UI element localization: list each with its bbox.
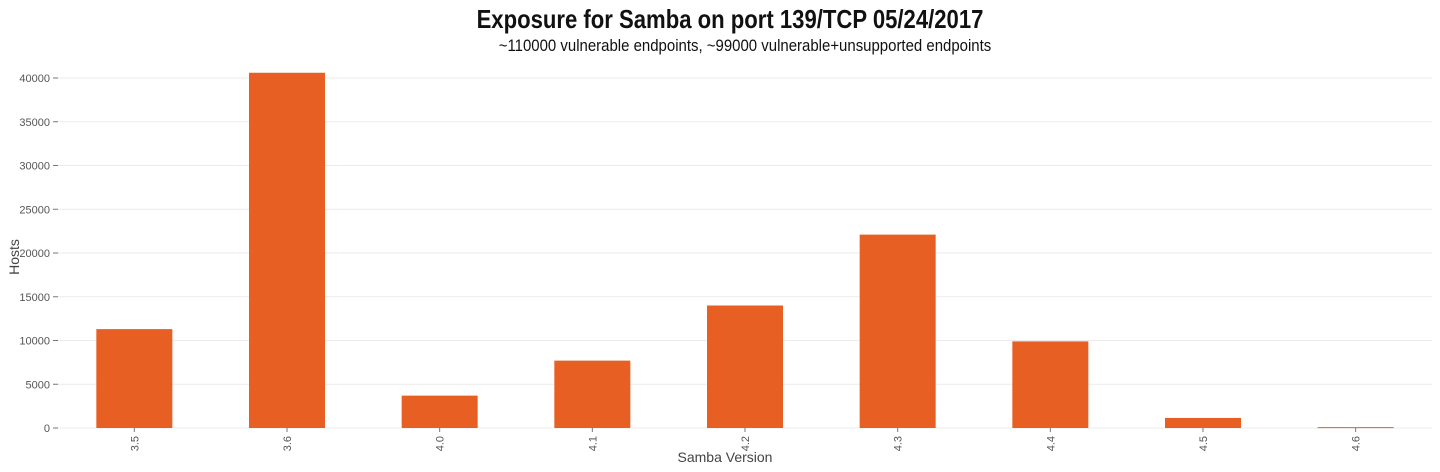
y-axis-label: Hosts: [6, 239, 22, 275]
x-tick-label: 4.4: [1045, 436, 1057, 451]
bar-3.6: [249, 72, 325, 428]
x-tick-label: 3.5: [129, 436, 141, 451]
chart-subtitle: ~110000 vulnerable endpoints, ~99000 vul…: [498, 36, 992, 55]
y-tick-label: 15000: [19, 292, 50, 304]
x-tick-label: 4.6: [1351, 436, 1363, 451]
x-tick-label: 4.0: [435, 436, 447, 451]
x-tick-label: 3.6: [282, 436, 294, 451]
x-tick-label: 4.1: [587, 436, 599, 451]
y-tick-label: 30000: [19, 161, 50, 173]
bar-4.2: [707, 305, 783, 428]
y-tick-label: 35000: [19, 117, 50, 129]
y-tick-label: 40000: [19, 73, 50, 85]
y-tick-label: 20000: [19, 248, 50, 260]
bar-4.6: [1317, 427, 1394, 429]
bar-4.0: [401, 395, 478, 428]
chart-title: Exposure for Samba on port 139/TCP 05/24…: [476, 4, 984, 34]
y-tick-label: 0: [44, 423, 50, 435]
y-tick-label: 5000: [26, 379, 50, 391]
bar-4.1: [554, 360, 631, 428]
y-tick-label: 10000: [19, 336, 50, 348]
x-tick-label: 4.3: [893, 436, 905, 451]
y-tick-label: 25000: [19, 204, 50, 216]
bar-3.5: [96, 329, 173, 428]
bar-4.5: [1165, 417, 1241, 428]
bar-4.4: [1012, 341, 1089, 428]
bar-4.3: [859, 234, 936, 428]
x-axis-label: Samba Version: [678, 449, 773, 465]
x-tick-label: 4.5: [1198, 436, 1210, 451]
x-tick-label: 4.2: [740, 436, 752, 451]
